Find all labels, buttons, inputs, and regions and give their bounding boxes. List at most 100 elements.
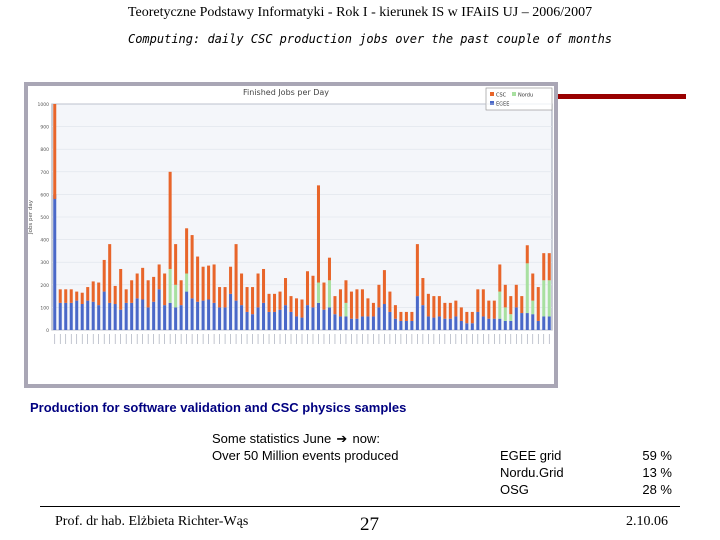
production-chart: Finished Jobs per Day CSC Nordu EGEE Jobs pe…	[24, 82, 558, 388]
bar-csc	[366, 298, 370, 317]
bar-egee	[207, 299, 211, 330]
bar-csc	[459, 307, 463, 321]
bar-egee	[382, 304, 386, 330]
bar-csc	[426, 293, 430, 317]
bar-egee	[360, 316, 364, 330]
bar-csc	[481, 289, 485, 317]
legend-swatch	[512, 92, 516, 96]
bar-csc	[185, 228, 189, 274]
slide-subtitle: Computing: daily CSC production jobs ove…	[127, 32, 613, 46]
bar-csc	[240, 273, 244, 306]
bar-egee	[80, 304, 84, 330]
stats-line-1: Some statistics June ➔ now:	[212, 430, 398, 447]
bar-csc	[97, 282, 101, 306]
bar-csc	[102, 259, 106, 292]
bar-csc	[536, 287, 540, 321]
bar-csc	[338, 289, 342, 317]
bar-csc	[448, 302, 452, 319]
bar-egee	[201, 300, 205, 330]
bar-egee	[289, 311, 293, 330]
bar-egee	[437, 316, 441, 330]
stats-line-2: Over 50 Million events produced	[212, 448, 399, 463]
bar-csc	[135, 273, 139, 299]
bar-egee	[481, 316, 485, 330]
bar-csc	[207, 265, 211, 300]
bar-csc	[64, 289, 68, 303]
bar-egee	[349, 318, 353, 330]
bar-csc	[201, 266, 205, 301]
bar-csc	[278, 291, 282, 310]
bar-egee	[300, 317, 304, 330]
bar-egee	[130, 302, 134, 330]
bar-csc	[531, 273, 535, 301]
bar-egee	[91, 301, 95, 330]
bar-egee	[102, 291, 106, 330]
bar-csc	[163, 273, 167, 306]
bar-csc	[245, 287, 249, 312]
course-header: Teoretyczne Podstawy Informatyki - Rok I…	[127, 5, 593, 20]
grid-percentages: 59 % 13 % 28 %	[630, 447, 672, 498]
legend-swatch	[490, 92, 494, 96]
bar-egee	[377, 307, 381, 330]
bar-csc	[273, 293, 277, 312]
bar-csc	[360, 289, 364, 317]
y-tick-label: 500	[40, 215, 49, 221]
bar-csc	[130, 280, 134, 303]
bar-csc	[454, 300, 458, 317]
bar-egee	[251, 314, 255, 330]
footer-date: 2.10.06	[626, 514, 668, 529]
y-tick-label: 300	[40, 260, 49, 266]
bar-egee	[273, 311, 277, 330]
bar-csc	[355, 289, 359, 319]
bar-csc	[421, 278, 425, 306]
legend-label: CSC	[496, 93, 507, 99]
y-tick-label: 800	[40, 147, 49, 153]
bar-egee	[399, 320, 403, 330]
bar-egee	[108, 302, 112, 330]
stats-line1-suffix: now:	[352, 431, 380, 446]
bar-egee	[393, 318, 397, 330]
bar-csc	[525, 245, 529, 264]
bar-csc	[168, 171, 172, 269]
bar-csc	[388, 291, 392, 312]
bar-egee	[476, 311, 480, 330]
bar-csc	[437, 296, 441, 317]
bar-egee	[338, 316, 342, 330]
bar-csc	[218, 287, 222, 308]
bar-csc	[229, 266, 233, 294]
bar-csc	[212, 264, 216, 303]
bar-csc	[146, 280, 150, 308]
bar-csc	[196, 256, 200, 302]
bar-egee	[322, 309, 326, 330]
bar-egee	[86, 300, 90, 330]
bar-csc	[113, 285, 117, 305]
bar-egee	[196, 301, 200, 330]
grid-pct-nordugrid: 13 %	[642, 465, 672, 480]
statistics-block: Some statistics June ➔ now: Over 50 Mill…	[212, 430, 398, 464]
bar-csc	[124, 289, 128, 303]
bar-csc	[294, 298, 299, 317]
bar-egee	[454, 316, 458, 330]
bar-csc	[157, 264, 161, 290]
legend-label: EGEE	[496, 102, 509, 108]
bar-egee	[240, 305, 244, 330]
bar-egee	[305, 305, 310, 330]
bar-csc	[410, 311, 414, 321]
bar-csc	[399, 311, 403, 321]
decorative-rule	[548, 94, 686, 99]
bar-egee	[344, 316, 348, 330]
bar-nordugrid	[498, 291, 502, 319]
bar-egee	[284, 305, 288, 330]
bar-egee	[124, 302, 128, 330]
bar-csc	[514, 284, 518, 308]
bar-csc	[179, 280, 183, 306]
bar-egee	[465, 323, 469, 330]
bar-nordugrid	[316, 282, 320, 303]
bar-csc	[371, 302, 375, 317]
footer-divider	[40, 506, 680, 507]
bar-csc	[503, 284, 507, 308]
bar-csc	[91, 281, 95, 302]
bar-egee	[218, 307, 222, 330]
bar-egee	[509, 320, 513, 330]
chart-caption: Production for software validation and C…	[30, 400, 407, 415]
